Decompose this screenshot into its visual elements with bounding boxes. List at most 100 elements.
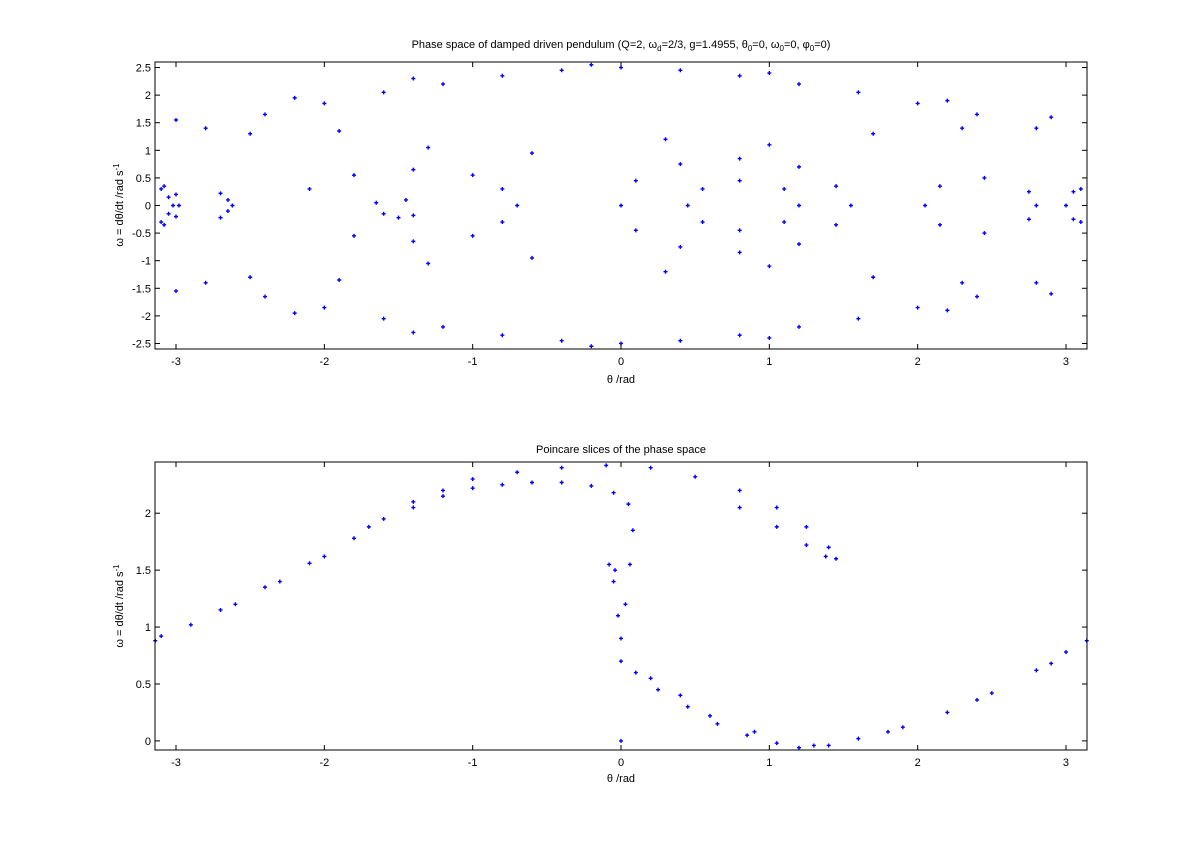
- poincare-data-point: [616, 613, 621, 618]
- poincare-data-point: [693, 474, 698, 479]
- phase-space-data-point: [559, 68, 564, 73]
- phase-space-data-point: [619, 203, 623, 208]
- phase-space-data-point: [470, 233, 475, 238]
- phase-space-data-point: [796, 203, 801, 208]
- phase-space-data-point: [248, 131, 253, 136]
- poincare-data-point: [559, 480, 564, 485]
- phase-space-data-point: [352, 233, 357, 238]
- phase-space-y-tick-label: -2: [141, 311, 151, 323]
- phase-space-data-point: [737, 333, 742, 338]
- phase-space-title: Phase space of damped driven pendulum (Q…: [412, 39, 831, 53]
- poincare-data-point: [611, 579, 616, 584]
- poincare-y-label: ω = dθ/dt /rad s-1: [112, 564, 126, 648]
- poincare-y-tick-label: 1: [145, 622, 151, 634]
- poincare-data-point: [826, 545, 831, 550]
- poincare-data-point: [627, 562, 632, 567]
- phase-space-data-point: [856, 316, 861, 321]
- poincare-data-point: [159, 634, 164, 639]
- phase-space-data-point: [678, 162, 683, 167]
- phase-space-data-point: [352, 173, 357, 178]
- phase-space-data-point: [1078, 220, 1083, 225]
- phase-space-data-point: [500, 186, 505, 191]
- poincare-data-point: [633, 670, 638, 675]
- phase-space-plot: Phase space of damped driven pendulum (Q…: [112, 39, 1088, 386]
- phase-space-data-point: [174, 289, 179, 294]
- phase-space-data-point: [982, 175, 987, 180]
- poincare-data-point: [678, 693, 683, 698]
- phase-space-data-point: [203, 280, 208, 285]
- poincare-data-point: [411, 499, 416, 504]
- phase-space-data-point: [381, 211, 386, 216]
- phase-space-data-point: [411, 239, 416, 244]
- phase-space-data-point: [174, 192, 179, 197]
- phase-space-y-tick-label: 1: [145, 145, 151, 157]
- poincare-data-point: [381, 516, 386, 521]
- phase-space-y-tick-label: -1.5: [132, 283, 151, 295]
- phase-space-data-point: [411, 76, 416, 81]
- phase-space-data-point: [737, 178, 742, 183]
- poincare-data-point: [623, 602, 628, 607]
- poincare-data-point: [774, 505, 779, 510]
- phase-space-y-tick-label: -0.5: [132, 228, 151, 240]
- phase-space-data-point: [1026, 217, 1031, 222]
- phase-space-data-point: [834, 184, 839, 189]
- phase-space-data-point: [263, 112, 268, 117]
- phase-space-data-point: [678, 338, 683, 343]
- poincare-data-point: [500, 482, 505, 487]
- phase-space-data-point: [162, 222, 167, 227]
- phase-space-data-point: [1049, 291, 1054, 296]
- phase-space-y-tick-label: -1: [141, 256, 151, 268]
- poincare-data-point: [974, 697, 979, 702]
- poincare-x-label: θ /rad: [607, 773, 635, 785]
- poincare-data-point: [856, 736, 861, 741]
- poincare-x-tick-label: -1: [468, 757, 478, 769]
- phase-space-data-point: [530, 151, 535, 156]
- phase-space-data-point: [337, 278, 342, 283]
- phase-space-y-tick-label: 2.5: [136, 63, 151, 75]
- phase-space-data-point: [1049, 115, 1054, 120]
- poincare-data-point: [619, 636, 623, 641]
- phase-space-data-point: [396, 215, 401, 220]
- phase-space-data-point: [162, 184, 167, 189]
- phase-space-x-tick-label: -1: [468, 356, 478, 368]
- phase-space-y-tick-label: 0.5: [136, 173, 151, 185]
- phase-space-y-tick-label: 1.5: [136, 118, 151, 130]
- phase-space-data-point: [218, 215, 223, 220]
- phase-space-data-point: [856, 90, 861, 95]
- phase-space-data-point: [374, 200, 379, 205]
- phase-space-x-ticks: -3 -2 -1 0 1 2 3: [171, 62, 1069, 368]
- poincare-data-point: [630, 528, 635, 533]
- phase-space-data-point: [1071, 189, 1076, 194]
- poincare-x-tick-label: 0: [618, 757, 624, 769]
- phase-space-data-point: [411, 330, 416, 335]
- phase-space-data-point: [633, 178, 638, 183]
- phase-space-data-point: [737, 250, 742, 255]
- phase-space-marks: [159, 62, 1083, 349]
- poincare-data-point: [1064, 650, 1068, 655]
- poincare-data-point: [811, 743, 816, 748]
- poincare-data-point: [263, 585, 268, 590]
- poincare-y-tick-label: 2: [145, 508, 151, 520]
- phase-space-data-point: [937, 184, 942, 189]
- phase-space-data-point: [171, 203, 176, 208]
- phase-space-x-tick-label: 0: [618, 356, 624, 368]
- phase-space-x-tick-label: 3: [1063, 356, 1069, 368]
- phase-space-data-point: [1064, 203, 1068, 208]
- poincare-x-tick-label: -3: [171, 757, 181, 769]
- phase-space-data-point: [248, 275, 253, 280]
- poincare-data-point: [715, 721, 720, 726]
- phase-space-data-point: [974, 294, 979, 299]
- phase-space-x-label: θ /rad: [607, 374, 635, 386]
- poincare-data-point: [613, 568, 618, 573]
- poincare-data-point: [804, 543, 809, 548]
- phase-space-y-tick-label: 2: [145, 90, 151, 102]
- phase-space-data-point: [159, 220, 164, 225]
- phase-space-data-point: [589, 62, 594, 67]
- poincare-data-point: [826, 743, 831, 748]
- poincare-plot: Poincare slices of the phase space -3 -2-…: [112, 444, 1089, 785]
- phase-space-data-point: [381, 316, 386, 321]
- phase-space-data-point: [700, 186, 705, 191]
- phase-space-data-point: [174, 214, 179, 219]
- phase-space-data-point: [678, 68, 683, 73]
- phase-space-data-point: [663, 137, 668, 142]
